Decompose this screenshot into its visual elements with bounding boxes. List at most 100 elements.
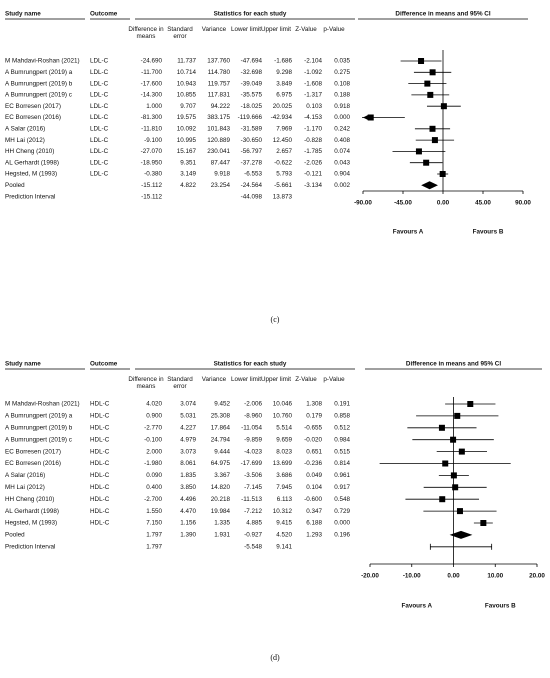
plot-area [379,401,511,550]
cell: 10.855 [177,92,197,99]
cell: -24.564 [241,182,263,189]
cell: 3.850 [180,484,196,491]
cell: 7.945 [276,484,292,491]
cell: 8.061 [180,460,196,467]
cell: 0.814 [334,460,350,467]
cell: 119.757 [208,80,231,87]
cell: 0.651 [306,448,322,455]
cell: -2.026 [304,159,322,166]
header-stats: Statistics for each study [214,11,287,18]
cell: 4.822 [180,182,196,189]
outcome: HDL-C [90,520,110,527]
cell: 0.408 [334,137,350,144]
study-marker [427,91,434,98]
outcome: LDL-C [90,114,109,121]
study-name: Hegsted, M (1993) [5,520,57,527]
pooled-diamond [421,181,438,190]
study-marker [367,114,374,121]
cell: -31.589 [241,125,263,132]
cell: 4.470 [180,508,196,515]
column-header: Standard error [167,376,193,390]
cell: 12.450 [273,137,293,144]
x-tick-label: 45.00 [475,200,491,207]
favours-left: Favours A [393,229,424,236]
column-header: Difference in means [128,376,164,390]
study-name: AL Gerhardt (1998) [5,159,59,166]
cell: -42.934 [271,114,293,121]
cell: 4.227 [180,424,196,431]
x-tick-label: -90.00 [354,200,372,207]
cell: 1.835 [180,472,196,479]
cell: 25.308 [211,413,231,420]
cell: 0.904 [334,171,350,178]
column-header-box: Difference in means [128,26,164,40]
column-header-box: Difference in means [128,376,164,390]
cell: 11.737 [177,58,196,65]
cell: 0.002 [334,182,350,189]
cell: -0.655 [304,424,322,431]
column-header: Lower limit [230,376,262,383]
cell: -5.661 [274,182,292,189]
cell: -47.694 [241,58,263,65]
x-tick-label: -10.00 [403,573,421,580]
outcome: HDL-C [90,448,110,455]
cell: 6.113 [277,496,293,503]
caption: (d) [270,653,280,662]
header-plot: Difference in means and 95% CI [406,361,501,368]
cell: 9.452 [214,401,230,408]
column-header-box: p-Value [323,376,344,383]
x-tick-label: 90.00 [515,200,531,207]
cell: 1.550 [146,508,162,515]
study-name: Hegsted, M (1993) [5,171,57,178]
study-name: EC Borresen (2016) [5,460,61,467]
cell: -4.023 [244,448,262,455]
cell: 0.918 [334,103,350,110]
cell: 0.858 [334,413,350,420]
cell: 19.575 [177,114,197,121]
cell: 0.188 [334,92,350,99]
cell: 0.512 [334,424,350,431]
outcome: HDL-C [90,472,110,479]
column-header: Difference in means [128,26,164,40]
cell: -1.317 [304,92,322,99]
cell: 6.188 [306,520,322,527]
study-name: A Bumrungpert (2019) a [5,413,73,420]
study-marker [423,159,430,166]
study-marker [452,484,459,491]
outcome: LDL-C [90,148,109,155]
cell: 14.820 [211,484,231,491]
cell: -5.548 [244,543,262,550]
study-name: HH Cheng (2010) [5,148,54,155]
cell: -3.506 [244,472,262,479]
cell: 3.149 [180,171,196,178]
cell: -11.700 [141,69,162,76]
favours-right: Favours B [485,603,516,610]
cell: 20.218 [211,496,231,503]
cell: -8.960 [244,413,262,420]
cell: 0.074 [334,148,350,155]
outcome: LDL-C [90,80,109,87]
cell: 7.150 [146,520,162,527]
study-name: MH Lai (2012) [5,137,45,144]
study-marker [456,508,463,515]
cell: 1.390 [180,532,196,539]
cell: 137.760 [207,58,230,65]
cell: 3.849 [276,80,292,87]
cell: 9.415 [276,520,292,527]
header-outcome: Outcome [90,11,118,18]
cell: 0.090 [146,472,162,479]
cell: -1.092 [304,69,322,76]
cell: 0.103 [306,103,322,110]
cell: 10.714 [177,69,197,76]
outcome: LDL-C [90,171,109,178]
cell: -7.145 [244,484,262,491]
column-header: Variance [201,376,227,383]
column-header-box: Lower limit [231,26,261,33]
outcome: HDL-C [90,508,110,515]
cell: 20.025 [273,103,293,110]
cell: -0.121 [304,171,322,178]
cell: -1.686 [274,58,292,65]
cell: -39.049 [241,80,263,87]
cell: 114.780 [208,69,231,76]
